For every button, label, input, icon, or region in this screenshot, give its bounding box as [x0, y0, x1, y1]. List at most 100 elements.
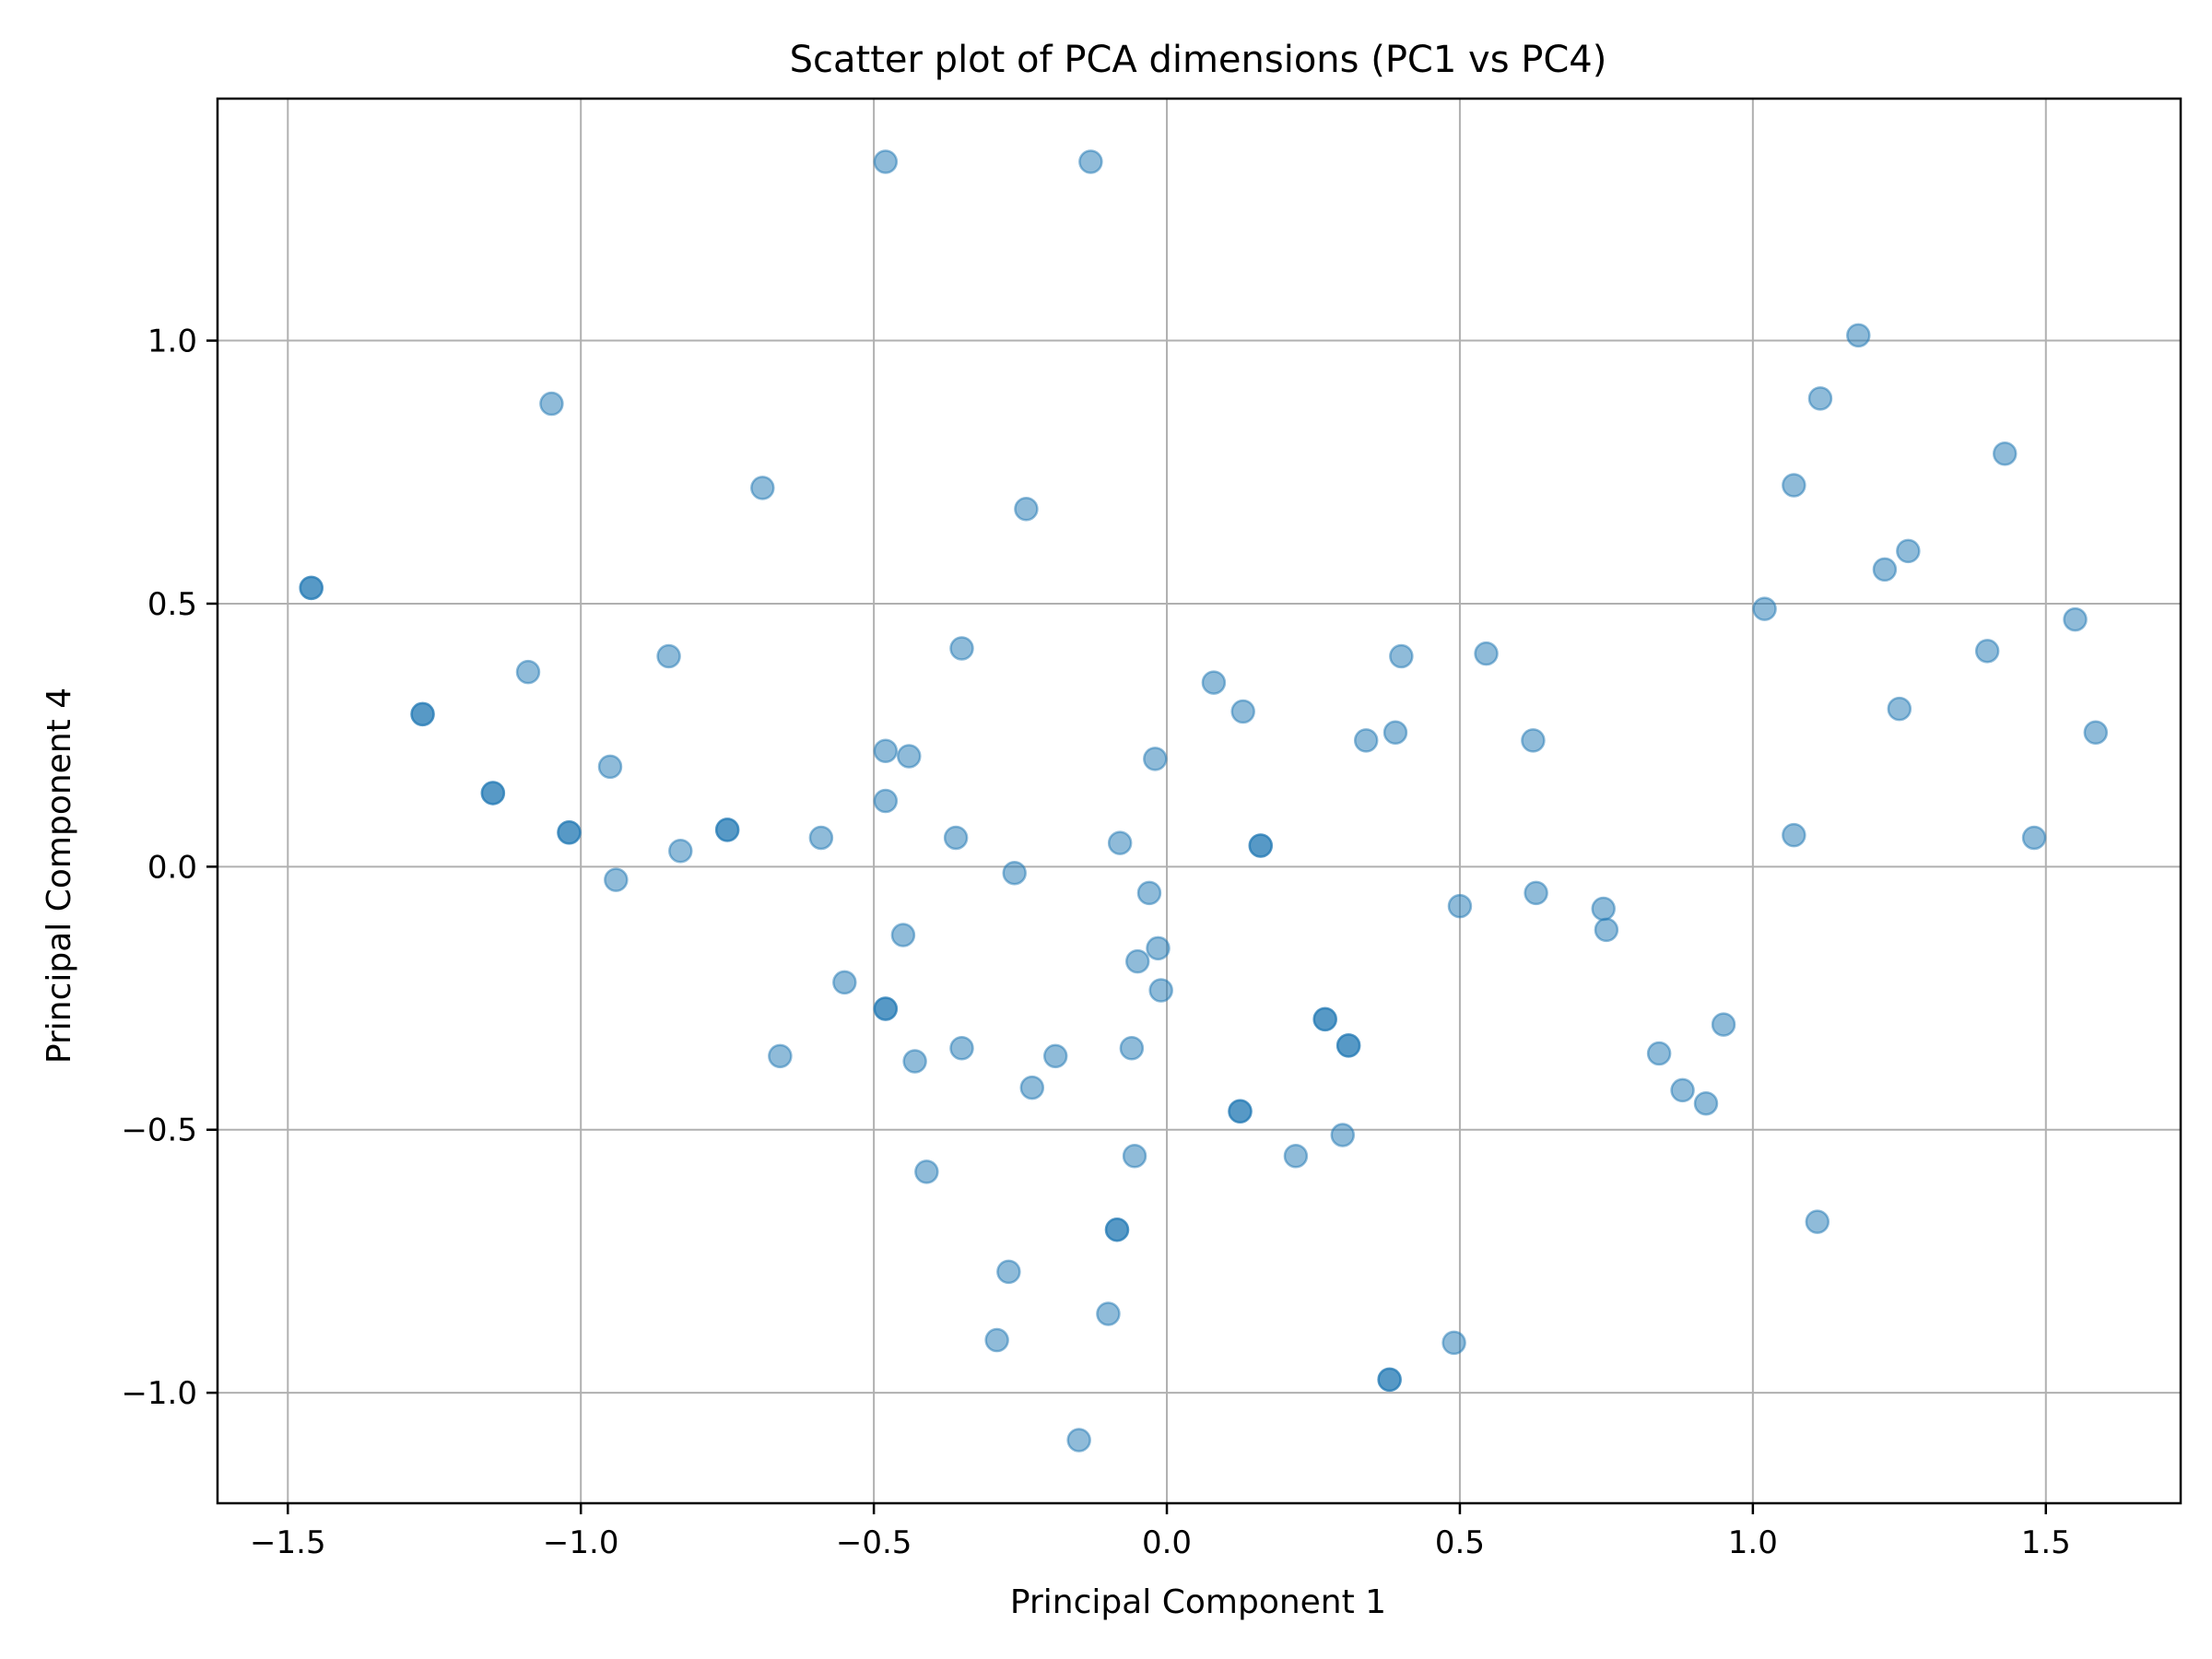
data-point: [943, 825, 969, 851]
data-point: [949, 636, 974, 661]
data-point: [1846, 323, 1871, 348]
x-axis-label: Principal Component 1: [1010, 1583, 1386, 1621]
data-point: [515, 659, 541, 685]
data-point: [1782, 473, 1806, 498]
data-point: [1002, 860, 1027, 886]
data-point: [1752, 596, 1777, 621]
data-point: [1646, 1041, 1672, 1066]
data-point: [1670, 1077, 1695, 1103]
data-point: [1248, 833, 1274, 858]
data-point: [1122, 1144, 1147, 1169]
data-point: [1353, 728, 1379, 753]
data-point: [1887, 696, 1912, 722]
data-point: [410, 701, 435, 727]
data-point: [1805, 1209, 1830, 1234]
y-axis-label: Principal Component 4: [41, 688, 78, 1064]
data-point: [1711, 1012, 1736, 1037]
x-tick-label: 0.0: [1142, 1524, 1192, 1561]
plot-area-frame: [216, 97, 2183, 1505]
data-point: [1136, 880, 1162, 906]
grid-lines: [218, 99, 2181, 1503]
data-point: [1201, 670, 1227, 695]
data-point: [1594, 917, 1619, 943]
data-point: [890, 923, 916, 947]
y-tick-label: 0.0: [147, 849, 197, 886]
data-point: [984, 1327, 1009, 1353]
data-point: [873, 996, 899, 1021]
data-point: [2083, 720, 2109, 746]
data-point: [832, 970, 857, 995]
data-point: [1441, 1330, 1466, 1356]
y-tick-label: 1.0: [147, 324, 197, 360]
data-point: [1382, 720, 1408, 746]
data-point: [1524, 880, 1548, 906]
data-point: [480, 781, 506, 806]
data-point: [1283, 1144, 1309, 1169]
data-point: [897, 744, 922, 769]
data-point: [914, 1159, 939, 1184]
data-point: [1312, 1006, 1337, 1032]
data-point: [1807, 386, 1833, 411]
data-point: [1228, 1099, 1253, 1124]
data-point: [1143, 747, 1168, 771]
data-point: [1146, 935, 1171, 961]
y-axis-ticks: −1.0 −0.5 0.0 0.5 1.0: [121, 324, 218, 1412]
data-point: [1330, 1123, 1356, 1147]
data-point: [2021, 825, 2047, 851]
data-point: [1078, 149, 1103, 174]
data-point: [1872, 557, 1898, 582]
data-point: [1782, 822, 1806, 848]
chart-title: Scatter plot of PCA dimensions (PC1 vs P…: [790, 39, 1607, 81]
data-point: [1521, 728, 1546, 753]
data-point: [808, 825, 834, 851]
data-point: [1042, 1043, 1068, 1069]
data-point: [1230, 699, 1255, 724]
data-point: [1993, 441, 2018, 466]
data-point: [1014, 496, 1039, 522]
data-point: [604, 867, 629, 892]
data-point: [668, 838, 693, 864]
x-tick-label: −0.5: [836, 1524, 912, 1561]
data-point: [557, 819, 582, 845]
y-tick-label: 0.5: [147, 586, 197, 623]
data-point: [1119, 1036, 1145, 1061]
data-point: [1066, 1428, 1091, 1453]
x-tick-label: −1.5: [250, 1524, 326, 1561]
data-point: [873, 788, 899, 814]
data-point: [1148, 978, 1173, 1003]
data-point: [1377, 1367, 1402, 1393]
data-point: [1591, 896, 1616, 922]
data-point: [996, 1259, 1021, 1285]
x-tick-label: 1.0: [1728, 1524, 1778, 1561]
data-point: [1104, 1217, 1130, 1242]
data-point: [1896, 538, 1921, 564]
data-point: [714, 818, 740, 842]
data-point: [1389, 643, 1414, 669]
data-point: [2063, 606, 2088, 632]
data-point: [539, 391, 564, 417]
data-point: [768, 1043, 793, 1069]
data-point: [1474, 641, 1499, 666]
data-point: [1124, 948, 1150, 974]
data-point: [1693, 1090, 1719, 1116]
data-point: [750, 476, 775, 500]
data-point: [597, 754, 623, 780]
x-tick-label: 0.5: [1435, 1524, 1485, 1561]
x-axis-ticks: −1.5 −1.0 −0.5 0.0 0.5 1.0 1.5: [250, 1503, 2071, 1561]
data-point: [299, 575, 324, 601]
data-point: [1096, 1301, 1121, 1326]
data-point: [949, 1036, 974, 1061]
x-tick-label: −1.0: [543, 1524, 619, 1561]
data-points: [299, 149, 2109, 1453]
data-point: [873, 149, 899, 174]
data-point: [1335, 1033, 1361, 1058]
data-point: [656, 643, 681, 669]
data-point: [1107, 830, 1133, 855]
y-tick-label: −0.5: [121, 1112, 197, 1149]
y-tick-label: −1.0: [121, 1375, 197, 1412]
data-point: [1974, 639, 2000, 664]
data-point: [1447, 893, 1473, 919]
data-point: [873, 738, 899, 764]
